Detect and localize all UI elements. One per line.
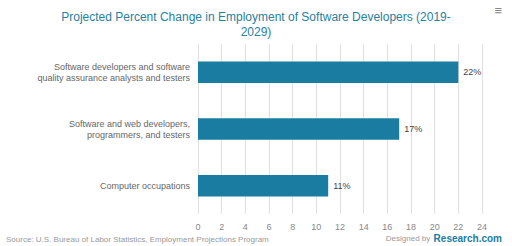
svg-text:6: 6 (266, 222, 271, 232)
svg-text:0: 0 (195, 222, 200, 232)
svg-text:Source: U.S. Bureau of Labor S: Source: U.S. Bureau of Labor Statistics,… (6, 235, 269, 244)
svg-text:Computer occupations: Computer occupations (100, 181, 191, 191)
svg-text:4: 4 (243, 222, 248, 232)
svg-text:2: 2 (219, 222, 224, 232)
svg-text:quality assurance analysts and: quality assurance analysts and testers (37, 73, 190, 83)
svg-text:10: 10 (311, 222, 321, 232)
svg-text:Designed by: Designed by (386, 234, 430, 243)
svg-text:20: 20 (430, 222, 440, 232)
svg-text:17%: 17% (404, 124, 422, 134)
svg-text:Projected Percent Change in Em: Projected Percent Change in Employment o… (61, 10, 451, 24)
svg-text:14: 14 (359, 222, 369, 232)
svg-text:Software and web developers,: Software and web developers, (69, 119, 190, 129)
svg-text:programmers, and testers: programmers, and testers (87, 130, 191, 140)
svg-text:18: 18 (406, 222, 416, 232)
svg-text:11%: 11% (333, 181, 350, 191)
svg-text:16: 16 (382, 222, 392, 232)
svg-text:2029): 2029) (241, 25, 272, 39)
svg-text:22: 22 (453, 222, 463, 232)
svg-text:8: 8 (290, 222, 295, 232)
svg-text:Software developers and softwa: Software developers and software (54, 62, 190, 72)
svg-text:12: 12 (335, 222, 345, 232)
svg-text:22%: 22% (463, 67, 481, 77)
svg-text:24: 24 (477, 222, 487, 232)
svg-text:≡: ≡ (494, 3, 502, 18)
svg-text:Research.com: Research.com (434, 233, 502, 244)
